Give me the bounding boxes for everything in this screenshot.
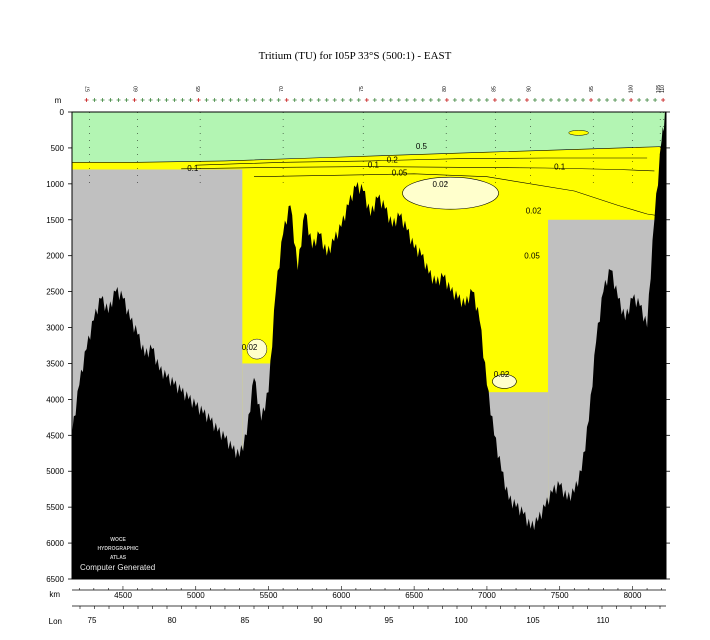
contour-label: 0.1 xyxy=(554,163,566,172)
depth-tick-label: 4000 xyxy=(46,395,64,404)
contour-label: 0.02 xyxy=(526,206,542,215)
chart-title: Tritium (TU) for I05P 33°S (500:1) - EAS… xyxy=(258,50,452,62)
contour-0-5 xyxy=(72,146,666,163)
contour-label: 0.2 xyxy=(387,155,399,164)
depth-tick-label: 1000 xyxy=(46,180,64,189)
lon-tick-label: 85 xyxy=(241,616,250,625)
contour-0-1 xyxy=(181,166,655,172)
watermark-text: WOCE xyxy=(110,537,126,543)
tritium-band-high xyxy=(72,112,666,163)
depth-unit-label: m xyxy=(55,96,62,105)
lon-tick-label: 105 xyxy=(526,616,540,625)
contour-0-05 xyxy=(253,173,662,217)
lon-tick-label: 110 xyxy=(597,616,610,625)
km-axis-label: km xyxy=(49,590,60,599)
km-tick-label: 6500 xyxy=(405,591,423,600)
depth-tick-label: 0 xyxy=(60,108,65,117)
tritium-minimum-west xyxy=(246,338,268,360)
km-tick-label: 7000 xyxy=(478,591,496,600)
contour-label: 0.5 xyxy=(416,142,428,151)
km-tick-label: 8000 xyxy=(624,591,642,600)
depth-tick-label: 2500 xyxy=(46,288,64,297)
lon-tick-label: 100 xyxy=(454,616,468,625)
contour-label: 0.02 xyxy=(433,180,449,189)
lon-tick-label: 95 xyxy=(385,616,394,625)
station-number: 60 xyxy=(134,86,140,92)
watermark-text: ATLAS xyxy=(110,555,127,561)
bathymetry xyxy=(72,112,666,579)
depth-tick-label: 5500 xyxy=(46,503,64,512)
km-tick-label: 6000 xyxy=(332,591,350,600)
depth-tick-label: 500 xyxy=(51,144,65,153)
km-tick-label: 5000 xyxy=(187,591,205,600)
lon-axis-label: Lon xyxy=(49,617,62,626)
station-number: 70 xyxy=(279,86,285,92)
depth-tick-label: 5000 xyxy=(46,467,64,476)
station-number: 80 xyxy=(442,86,448,92)
tritium-surface-patch xyxy=(568,130,589,136)
contour-label: 0.05 xyxy=(524,252,540,261)
depth-tick-label: 1500 xyxy=(46,216,64,225)
contour-label: 0.1 xyxy=(368,160,380,169)
footer-text: Computer Generated xyxy=(80,563,155,572)
station-number: 85 xyxy=(492,86,498,92)
contour-label: 0.02 xyxy=(494,370,510,379)
station-number: 95 xyxy=(589,86,595,92)
station-number: 105 xyxy=(656,85,662,94)
depth-tick-label: 3500 xyxy=(46,360,64,369)
lon-tick-label: 75 xyxy=(88,616,97,625)
watermark-text: HYDROGRAPHIC xyxy=(97,546,139,552)
km-tick-label: 4500 xyxy=(114,591,132,600)
station-number: 75 xyxy=(359,86,365,92)
lon-tick-label: 90 xyxy=(314,616,323,625)
tritium-minimum-deep xyxy=(492,374,517,389)
contour-label: 0.02 xyxy=(242,343,258,352)
km-tick-label: 5500 xyxy=(260,591,278,600)
tritium-minimum-lens xyxy=(402,176,499,210)
station-number: 110 xyxy=(660,85,666,93)
depth-tick-label: 4500 xyxy=(46,431,64,440)
contour-label: 0.05 xyxy=(392,168,408,177)
depth-tick-label: 6500 xyxy=(46,575,64,584)
contour-label: 0.1 xyxy=(187,164,199,173)
station-number: 100 xyxy=(629,85,635,94)
plot-frame xyxy=(71,111,667,580)
depth-tick-label: 6000 xyxy=(46,539,64,548)
lon-tick-label: 80 xyxy=(168,616,177,625)
station-number: 65 xyxy=(196,86,202,92)
station-number: 57 xyxy=(86,86,92,92)
station-number: 90 xyxy=(527,86,533,92)
depth-tick-label: 3000 xyxy=(46,324,64,333)
depth-tick-label: 2000 xyxy=(46,252,64,261)
contour-0-2 xyxy=(195,157,648,166)
km-tick-label: 7500 xyxy=(551,591,569,600)
